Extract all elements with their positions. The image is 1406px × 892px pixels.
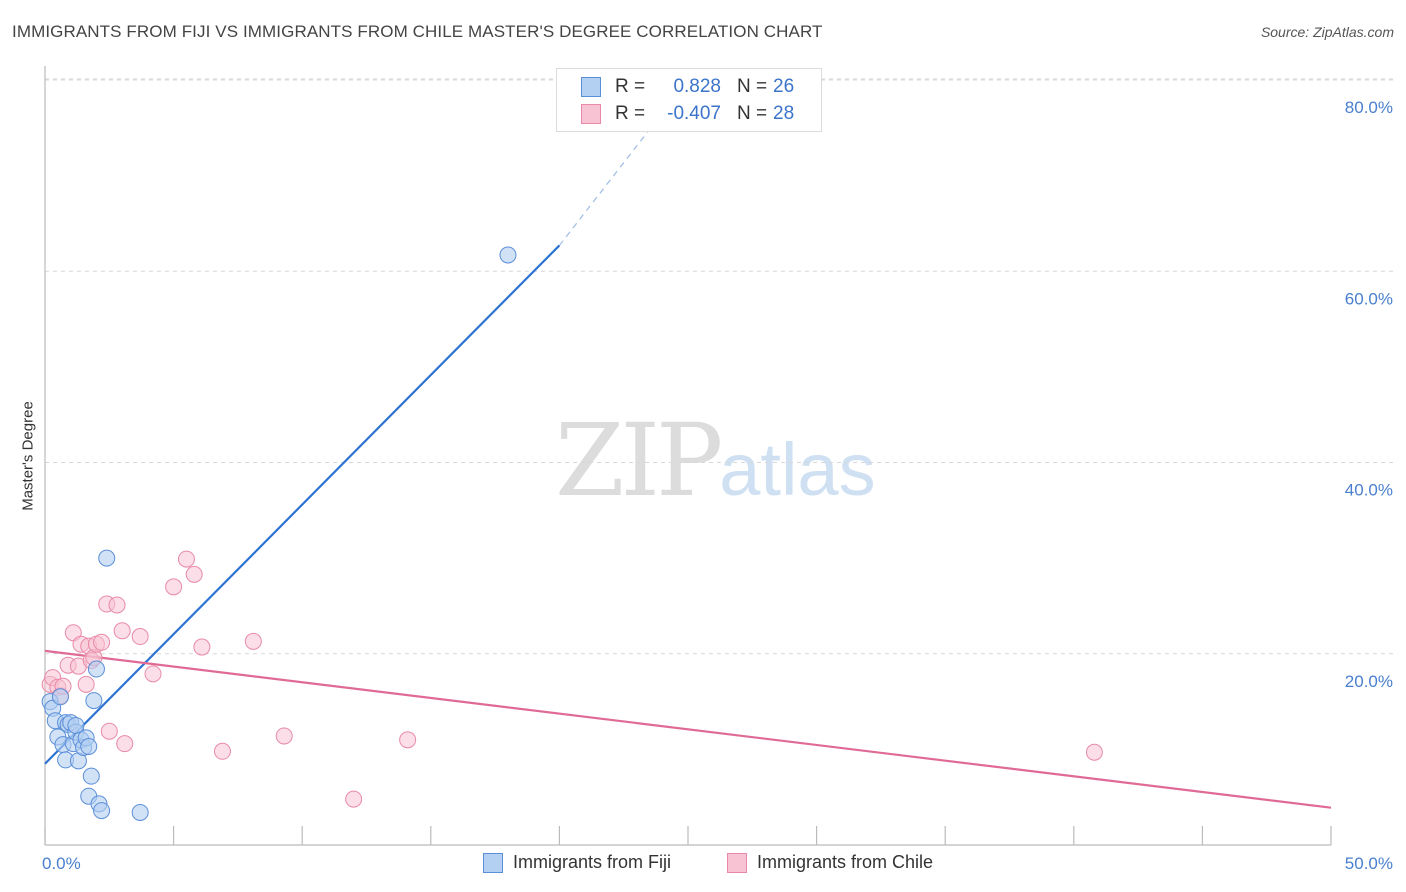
fiji-point: [93, 802, 111, 820]
y-tick-label: 60.0%: [1345, 289, 1393, 308]
legend-r-value-chile: -0.407: [667, 103, 721, 124]
fiji-point: [499, 246, 517, 264]
chile-point: [177, 550, 195, 568]
series-legend-label-fiji: Immigrants from Fiji: [513, 852, 672, 872]
series-legend-swatch-fiji: [483, 852, 503, 873]
fiji-point: [87, 660, 105, 678]
legend-row-chile: R = -0.407 N = 28: [581, 101, 794, 127]
chile-point: [77, 675, 95, 693]
legend-n-value-fiji: 26: [773, 76, 795, 97]
series-legend-chile: Immigrants from Chile: [727, 852, 933, 873]
legend-swatch-fiji: [581, 77, 601, 97]
chile-point: [113, 622, 131, 640]
chart-title: IMMIGRANTS FROM FIJI VS IMMIGRANTS FROM …: [12, 22, 823, 41]
fiji-point: [131, 803, 149, 821]
chile-point: [144, 665, 162, 683]
y-tick-label: 40.0%: [1345, 481, 1393, 500]
fiji-point: [80, 738, 98, 756]
series-legend-swatch-chile: [727, 852, 747, 873]
chile-point: [131, 628, 149, 646]
legend-row-fiji: R = 0.828 N = 26: [581, 74, 794, 100]
chile-point: [100, 722, 118, 740]
legend-n-label: N =: [737, 103, 768, 124]
chile-point: [185, 565, 203, 583]
legend-r-label: R =: [615, 103, 646, 124]
x-tick-label: 0.0%: [42, 854, 81, 873]
fiji-point: [85, 692, 103, 710]
chile-point: [108, 596, 126, 614]
chile-point: [165, 578, 183, 596]
series-legend-label-chile: Immigrants from Chile: [757, 852, 934, 872]
chile-point: [93, 633, 111, 651]
source-credit: Source: ZipAtlas.com: [1260, 24, 1394, 40]
legend-r-label: R =: [615, 76, 646, 97]
chile-trend-line: [44, 649, 1332, 809]
y-tick-label: 20.0%: [1345, 672, 1393, 691]
fiji-trend-line: [44, 244, 561, 765]
y-tick-label: 80.0%: [1345, 98, 1393, 117]
chile-point: [213, 742, 231, 760]
legend-n-label: N =: [737, 76, 768, 97]
legend-r-value-fiji: 0.828: [673, 76, 721, 97]
series-legend-fiji: Immigrants from Fiji: [483, 852, 671, 873]
fiji-point: [98, 549, 116, 567]
chile-point: [116, 735, 134, 753]
watermark-atlas: atlas: [719, 428, 876, 511]
legend-swatch-chile: [581, 104, 601, 124]
fiji-point: [82, 767, 100, 785]
chile-point: [1085, 743, 1103, 761]
chile-point: [275, 727, 293, 745]
correlation-legend: R = 0.828 N = 26 R = -0.407 N = 28: [556, 68, 822, 132]
chile-point: [399, 731, 417, 749]
fiji-point: [51, 688, 69, 706]
fiji-trend-extension: [558, 79, 689, 246]
watermark: ZIPatlas: [555, 402, 876, 519]
watermark-zip: ZIP: [555, 402, 723, 519]
chile-point: [244, 632, 262, 650]
x-tick-label: 50.0%: [1345, 854, 1393, 873]
chile-point: [345, 790, 363, 808]
legend-n-value-chile: 28: [773, 103, 795, 124]
chile-point: [193, 638, 211, 656]
